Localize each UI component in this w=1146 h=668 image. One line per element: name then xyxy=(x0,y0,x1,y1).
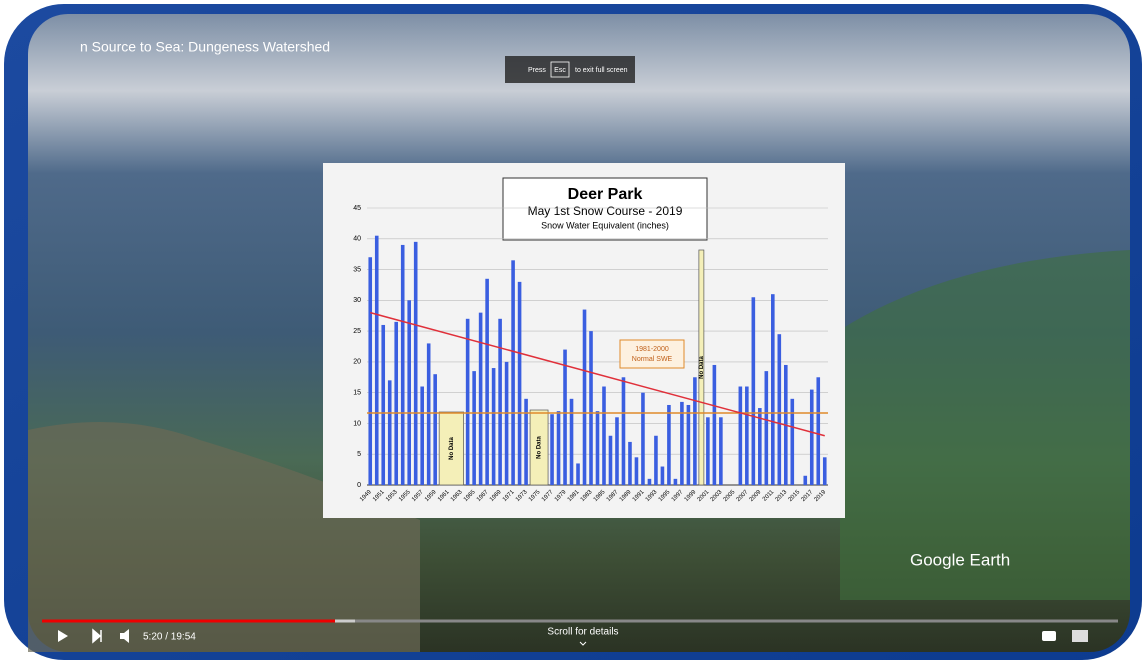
screen: n Source to Sea: Dungeness Watershed Pre… xyxy=(0,0,1146,663)
bar xyxy=(648,479,652,485)
bar xyxy=(381,325,385,485)
bar xyxy=(641,393,645,485)
bar xyxy=(667,405,671,485)
y-tick-label: 15 xyxy=(353,390,361,397)
bar xyxy=(706,417,710,485)
bar xyxy=(602,387,606,485)
bar xyxy=(687,405,691,485)
bar xyxy=(388,380,392,485)
bar xyxy=(765,371,769,485)
bar xyxy=(628,442,632,485)
y-tick-label: 45 xyxy=(353,205,361,212)
bar xyxy=(752,297,756,485)
esc-key: Esc xyxy=(554,67,566,74)
y-tick-label: 35 xyxy=(353,266,361,273)
bar xyxy=(589,331,593,485)
cc-button[interactable] xyxy=(1042,631,1056,641)
y-tick-label: 20 xyxy=(353,359,361,366)
bar xyxy=(492,368,496,485)
y-tick-label: 40 xyxy=(353,236,361,243)
watermark: Google Earth xyxy=(910,550,1010,569)
scroll-hint[interactable]: Scroll for details xyxy=(547,627,618,638)
bar xyxy=(472,371,476,485)
chart-subtitle: May 1st Snow Course - 2019 xyxy=(528,204,683,218)
no-data-label: No Data xyxy=(537,436,543,459)
bar xyxy=(498,319,502,485)
bar xyxy=(414,242,418,485)
bar xyxy=(576,463,580,485)
bar xyxy=(518,282,522,485)
y-tick-label: 0 xyxy=(357,482,361,489)
bar xyxy=(713,365,717,485)
bar xyxy=(511,260,515,485)
no-data-label: No Data xyxy=(449,437,455,460)
bar xyxy=(778,334,782,485)
settings-button[interactable] xyxy=(1072,630,1088,642)
bar xyxy=(816,377,820,485)
bar xyxy=(563,350,567,485)
chart-title: Deer Park xyxy=(568,186,643,203)
bar xyxy=(803,476,807,485)
bar xyxy=(745,387,749,485)
bar xyxy=(739,387,743,485)
bar xyxy=(394,322,398,485)
y-tick-label: 10 xyxy=(353,420,361,427)
bar xyxy=(401,245,405,485)
bar xyxy=(609,436,613,485)
bar xyxy=(479,313,483,485)
bar xyxy=(557,411,561,485)
bar xyxy=(823,457,827,485)
bar xyxy=(661,467,665,485)
bar xyxy=(635,457,639,485)
bar xyxy=(466,319,470,485)
bar xyxy=(505,362,509,485)
chart-subtitle: Snow Water Equivalent (inches) xyxy=(541,220,669,230)
bar xyxy=(583,310,587,485)
bar xyxy=(622,377,626,485)
bar xyxy=(420,387,424,485)
bar xyxy=(427,343,431,485)
bar xyxy=(680,402,684,485)
bar xyxy=(758,408,762,485)
bar xyxy=(771,294,775,485)
bar xyxy=(570,399,574,485)
page: n Source to Sea: Dungeness Watershed Pre… xyxy=(0,0,1146,663)
bar xyxy=(433,374,437,485)
bar xyxy=(407,300,411,485)
y-tick-label: 5 xyxy=(357,451,361,458)
bar xyxy=(368,257,372,485)
bar xyxy=(615,417,619,485)
bar xyxy=(654,436,658,485)
bar xyxy=(524,399,528,485)
bar xyxy=(674,479,678,485)
bar xyxy=(550,414,554,485)
bar xyxy=(693,377,697,485)
bar xyxy=(790,399,794,485)
y-tick-label: 30 xyxy=(353,297,361,304)
bar xyxy=(596,411,600,485)
y-tick-label: 25 xyxy=(353,328,361,335)
bar xyxy=(810,390,814,485)
normal-label: Normal SWE xyxy=(632,356,673,363)
video-title: n Source to Sea: Dungeness Watershed xyxy=(80,39,330,55)
normal-label-box xyxy=(620,340,684,368)
bar xyxy=(375,236,379,485)
esc-prefix: Press xyxy=(528,67,546,74)
no-data-label: No Data xyxy=(699,356,705,379)
bar xyxy=(485,279,489,485)
bar xyxy=(719,417,723,485)
time: 5:20 / 19:54 xyxy=(143,632,196,643)
normal-label: 1981-2000 xyxy=(635,346,669,353)
esc-suffix: to exit full screen xyxy=(575,67,628,74)
